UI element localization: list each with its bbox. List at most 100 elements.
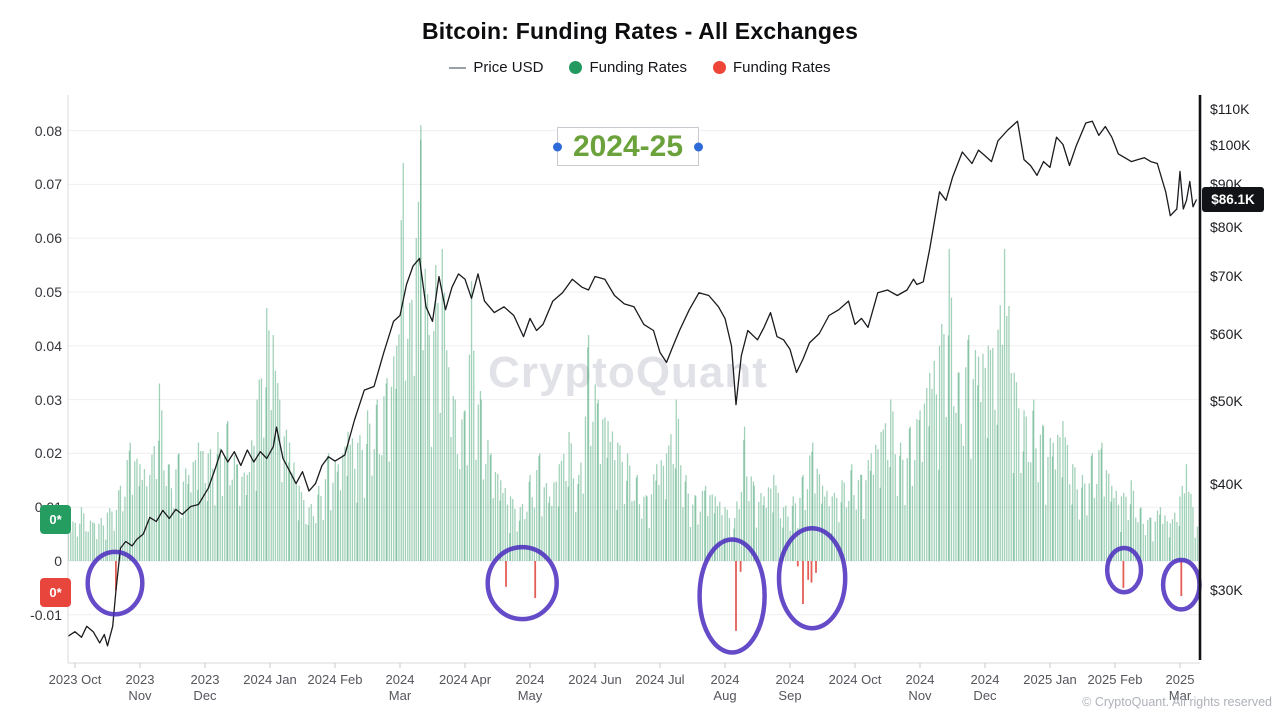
funding-bar-positive (1117, 504, 1120, 561)
highlight-ellipse[interactable] (776, 525, 848, 631)
funding-bar-positive (490, 453, 492, 561)
funding-bar-positive (470, 281, 473, 561)
funding-bar-positive (185, 468, 187, 561)
funding-bar-positive (426, 294, 429, 561)
funding-axis-tick-label: 0.06 (34, 230, 62, 247)
funding-bar-positive (606, 457, 608, 561)
funding-bar-positive (782, 527, 784, 561)
funding-bar-positive (413, 375, 415, 561)
highlight-ellipse[interactable] (85, 549, 145, 617)
funding-bar-positive (126, 460, 128, 561)
funding-bar-positive (619, 445, 621, 561)
funding-bar-positive (965, 367, 967, 561)
funding-bar-positive (872, 474, 875, 561)
funding-bar-positive (594, 384, 596, 561)
funding-bar-positive (163, 470, 165, 561)
funding-bar-positive (941, 323, 943, 561)
funding-bar-positive (428, 335, 430, 561)
funding-bar-positive (977, 356, 980, 561)
funding-bar-positive (1149, 517, 1151, 561)
funding-bar-positive (1081, 487, 1083, 561)
funding-bar-positive (354, 468, 356, 561)
funding-bar-positive (713, 513, 716, 561)
funding-bar-positive (251, 440, 253, 561)
funding-bar-positive (1023, 410, 1025, 561)
funding-bar-positive (303, 500, 305, 561)
funding-bar-positive (911, 485, 914, 561)
funding-bar-positive (967, 339, 969, 561)
annotation-handle-left-icon[interactable] (553, 142, 562, 151)
funding-bar-positive (285, 429, 288, 561)
funding-bar-positive (468, 354, 471, 561)
funding-bar-positive (531, 497, 533, 561)
legend-item-funding-negative[interactable]: Funding Rates (713, 59, 831, 76)
funding-bar-positive (437, 303, 439, 561)
funding-bar-positive (1178, 525, 1180, 561)
funding-bar-positive (79, 523, 81, 561)
funding-bar-positive (161, 410, 163, 561)
funding-bar-positive (219, 448, 221, 561)
funding-bar-positive (1144, 535, 1147, 561)
funding-bar-positive (385, 383, 387, 561)
funding-bar-positive (658, 485, 660, 561)
funding-bar-positive (420, 125, 422, 561)
time-axis-tick-label: 2024 Aug (710, 672, 740, 703)
annotation-handle-right-icon[interactable] (694, 142, 703, 151)
funding-bar-positive (83, 513, 85, 561)
funding-bar-positive (816, 468, 818, 561)
funding-bar-positive (1059, 437, 1061, 561)
funding-bar-positive (366, 444, 368, 561)
funding-bar-positive (1030, 462, 1032, 561)
funding-bar-positive (461, 419, 463, 561)
funding-bar-positive (293, 462, 295, 561)
funding-bar-positive (994, 409, 996, 561)
period-annotation-box[interactable]: 2024-25 (553, 127, 703, 166)
funding-bar-positive (1088, 483, 1090, 561)
funding-bar-positive (931, 389, 933, 561)
funding-bar-positive (1159, 514, 1161, 561)
legend-item-funding-positive[interactable]: Funding Rates (569, 59, 687, 76)
funding-bar-positive (675, 399, 677, 561)
funding-bar-positive (239, 505, 241, 561)
funding-bar-positive (818, 474, 821, 561)
green-dot-icon (569, 61, 583, 74)
funding-bar-positive (914, 459, 916, 561)
funding-bar-positive (492, 498, 494, 561)
funding-bar-positive (801, 477, 803, 561)
funding-bar-positive (480, 399, 482, 561)
current-price-badge: $86.1K (1202, 187, 1264, 212)
funding-bar-positive (533, 507, 536, 561)
funding-bar-positive (291, 472, 293, 561)
funding-bar-positive (599, 464, 602, 561)
funding-bar-positive (400, 220, 402, 561)
funding-bar-positive (609, 441, 611, 561)
funding-bar-positive (792, 496, 794, 561)
funding-bar-positive (111, 511, 113, 561)
funding-bar-positive (307, 525, 309, 561)
funding-bar-positive (697, 524, 699, 561)
funding-bar-positive (877, 449, 879, 561)
funding-bar-positive (668, 445, 670, 561)
funding-bar-positive (855, 509, 857, 561)
funding-axis-tick-label: 0.05 (34, 284, 62, 300)
funding-bar-positive (791, 506, 794, 561)
highlight-ellipse[interactable] (697, 537, 767, 655)
funding-bar-positive (982, 353, 984, 561)
funding-bar-positive (845, 507, 848, 561)
funding-bar-positive (1013, 372, 1015, 561)
funding-bar-positive (454, 399, 456, 561)
funding-bar-positive (1147, 519, 1149, 561)
funding-bar-positive (528, 481, 530, 561)
funding-bar-positive (266, 308, 268, 561)
funding-bar-positive (1120, 496, 1123, 561)
highlight-ellipse[interactable] (1104, 545, 1144, 595)
funding-bar-positive (128, 450, 131, 561)
funding-bar-positive (933, 360, 935, 561)
highlight-ellipse[interactable] (485, 544, 559, 622)
funding-bar-positive (711, 494, 713, 561)
funding-bar-positive (72, 521, 74, 561)
funding-bar-positive (557, 506, 560, 561)
legend-item-price[interactable]: Price USD (449, 59, 543, 76)
funding-bar-positive (76, 536, 79, 561)
